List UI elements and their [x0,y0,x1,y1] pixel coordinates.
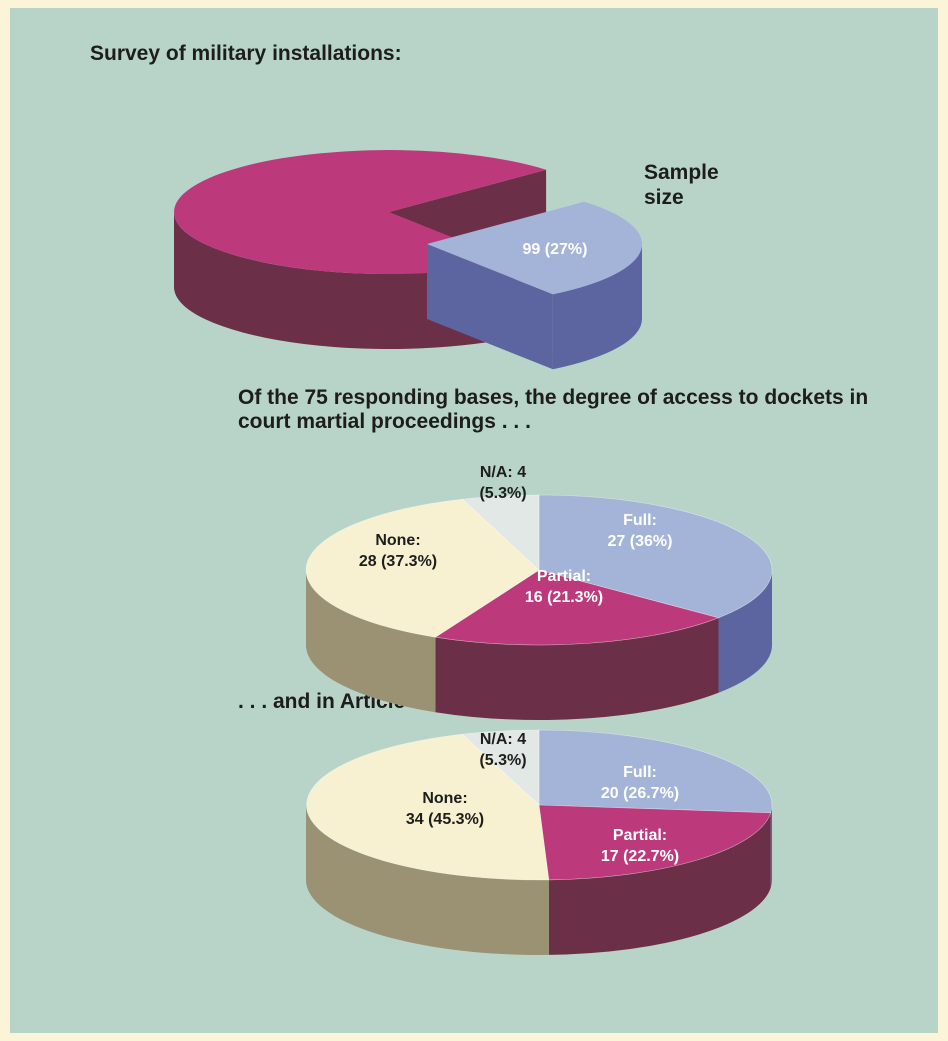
slice-label-na: N/A: 4 [480,464,526,481]
slice-label-partial: 16 (21.3%) [525,589,603,606]
figure-title: Survey of military installations: [90,42,402,65]
pie-slice-full [538,494,773,619]
slice-label-partial: Partial: [613,827,667,844]
pie-slice-none [305,498,540,638]
court-martial-subtitle: Of the 75 responding bases, the degree o… [238,386,869,433]
pie-chart-1 [305,494,773,721]
slice-label-none: 28 (37.3%) [359,553,437,570]
pie-slice-na [461,729,540,806]
slice-label-partial: Partial: [537,568,591,585]
slice-side-full [718,570,772,693]
slice-label-full: Full: [623,512,657,529]
slice-side-partial [548,812,771,955]
slice-side-partial [435,617,719,721]
slice-label-none: None: [422,790,467,807]
slice-label-full: 27 (36%) [608,533,673,550]
pie-slice-na [461,494,540,571]
sample-size-label: Sample size [644,161,719,209]
slice-label-na: (5.3%) [479,485,526,502]
pie-slice-partial [538,804,772,881]
pie-wall [427,244,553,370]
slice-label-full: 20 (26.7%) [601,785,679,802]
slice-side-none [306,805,549,955]
slice-side-full [770,805,772,888]
slice-label-na: (5.3%) [479,752,526,769]
pie-chart-2 [306,729,773,955]
slice-label-none: None: [375,532,420,549]
pie-slice-sample [427,201,643,295]
slice-label-full: Full: [623,764,657,781]
slice-label-partial: 17 (22.7%) [601,848,679,865]
slice-label-na: N/A: 4 [480,731,526,748]
pie-slice-partial [434,569,720,646]
sample-size-pie [173,150,643,370]
slice-side [552,244,643,370]
slice-side-none [306,570,436,713]
slice-label-sample: 99 (27%) [523,241,588,258]
pie-slice-full [538,729,773,814]
slice-label-none: 34 (45.3%) [406,811,484,828]
pie-slice-none [306,733,550,881]
